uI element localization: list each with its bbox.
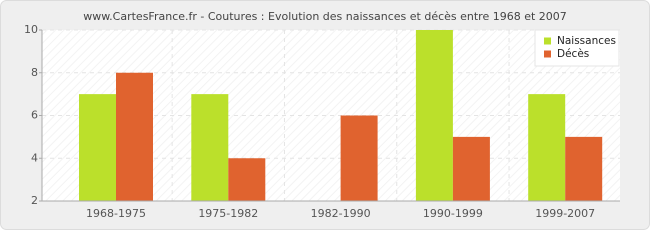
bar: [191, 94, 229, 201]
bar: [528, 94, 566, 201]
x-tick-label: 1990-1999: [423, 207, 483, 220]
legend-box: [534, 29, 620, 67]
bar: [415, 30, 453, 201]
bar: [340, 115, 378, 201]
x-tick-label: 1982-1990: [311, 207, 371, 220]
bar: [228, 158, 266, 201]
legend-swatch: [544, 37, 551, 45]
x-tick-label: 1968-1975: [86, 207, 146, 220]
y-tick-label: 2: [31, 194, 38, 207]
y-tick-label: 8: [31, 66, 38, 79]
chart: www.CartesFrance.fr - Coutures : Evoluti…: [0, 0, 650, 230]
y-tick-label: 10: [24, 23, 38, 36]
y-tick-label: 6: [31, 109, 38, 122]
bar: [452, 136, 490, 201]
bar: [565, 136, 603, 201]
bar: [79, 94, 116, 201]
x-tick-label: 1975-1982: [198, 207, 258, 220]
y-tick-label: 4: [31, 151, 38, 164]
legend-label: Naissances: [557, 35, 616, 47]
chart-title: www.CartesFrance.fr - Coutures : Evoluti…: [83, 10, 567, 23]
legend-label: Décès: [557, 48, 589, 60]
bar: [116, 72, 153, 201]
x-tick-label: 1999-2007: [535, 207, 595, 220]
legend-swatch: [544, 50, 551, 58]
